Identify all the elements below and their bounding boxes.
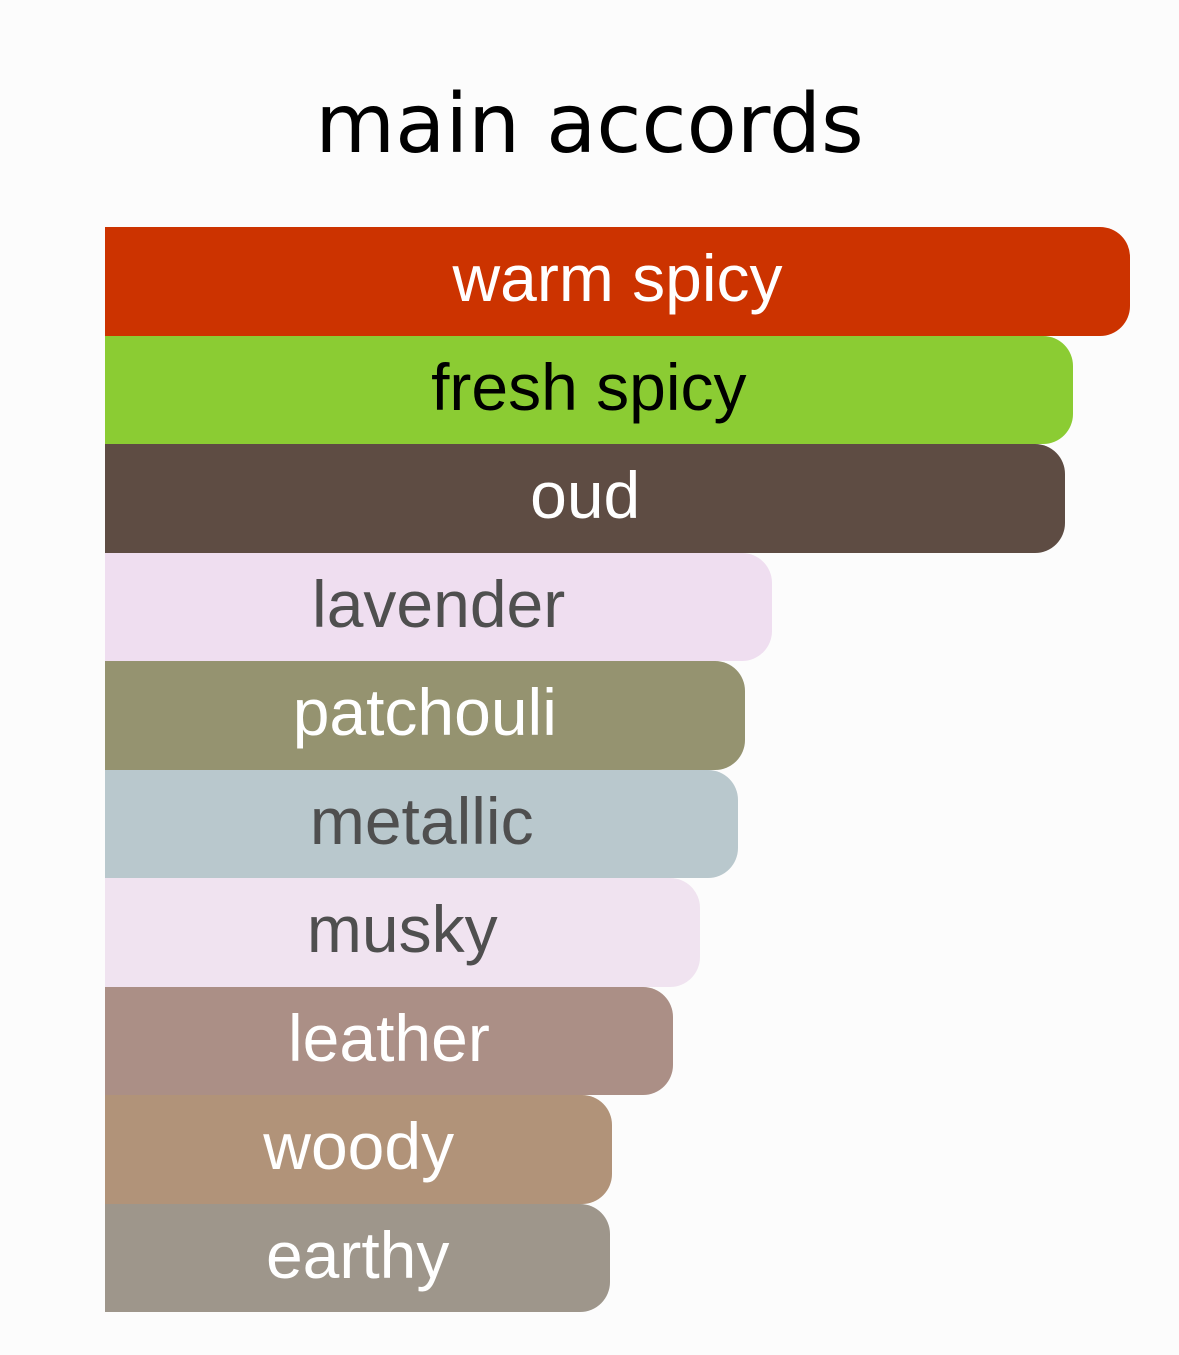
accord-label: patchouli <box>292 675 557 750</box>
accord-bar-earthy: earthy <box>105 1203 611 1312</box>
accord-bar-warm-spicy: warm spicy <box>105 227 1130 336</box>
accord-bar-lavender: lavender <box>105 552 773 661</box>
accord-label: lavender <box>312 566 566 641</box>
accord-bar-fresh-spicy: fresh spicy <box>105 335 1073 444</box>
chart-title: main accords <box>315 77 864 172</box>
accord-bar-musky: musky <box>105 878 700 987</box>
accord-label: musky <box>306 892 498 967</box>
accord-label: woody <box>263 1109 455 1184</box>
accord-bars: warm spicy fresh spicy oud lavender patchoul… <box>105 227 1130 1312</box>
accord-label: oud <box>530 458 641 533</box>
accord-label: earthy <box>265 1217 450 1292</box>
accord-bar-oud: oud <box>105 444 1066 553</box>
accord-label: metallic <box>309 783 534 858</box>
accord-bar-metallic: metallic <box>105 769 739 878</box>
accord-label: fresh spicy <box>431 349 747 424</box>
accord-bar-leather: leather <box>105 986 673 1095</box>
accord-label: leather <box>288 1000 490 1075</box>
accord-bar-patchouli: patchouli <box>105 661 745 770</box>
accord-label: warm spicy <box>452 241 783 316</box>
accord-bar-woody: woody <box>105 1095 613 1204</box>
